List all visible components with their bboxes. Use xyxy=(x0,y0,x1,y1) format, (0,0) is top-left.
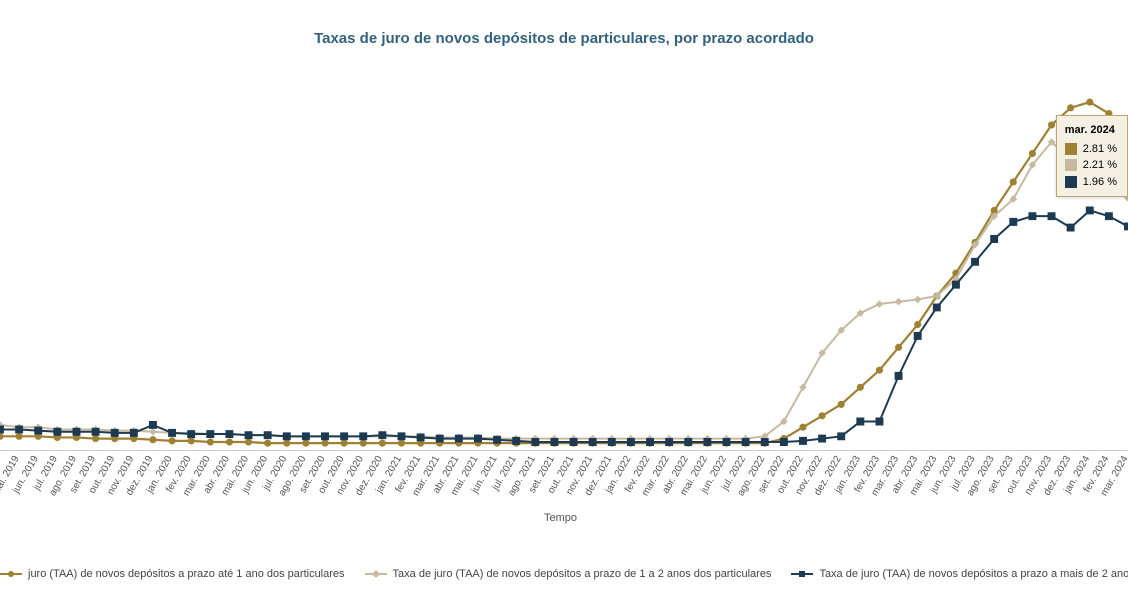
legend-item[interactable]: juro (TAA) de novos depósitos a prazo at… xyxy=(0,568,345,580)
legend-swatch xyxy=(0,568,22,580)
legend-swatch xyxy=(365,568,387,580)
legend-item[interactable]: Taxa de juro (TAA) de novos depósitos a … xyxy=(365,568,772,580)
tooltip-swatch xyxy=(1065,176,1077,188)
tooltip-value: 1.96 % xyxy=(1083,174,1117,191)
tooltip-value: 2.21 % xyxy=(1083,157,1117,174)
tooltip-row: 2.21 % xyxy=(1065,157,1117,174)
legend-label: Taxa de juro (TAA) de novos depósitos a … xyxy=(819,568,1128,580)
tooltip-row: 2.81 % xyxy=(1065,141,1117,158)
legend-label: juro (TAA) de novos depósitos a prazo at… xyxy=(28,568,345,580)
legend: juro (TAA) de novos depósitos a prazo at… xyxy=(0,568,1128,583)
tooltip-value: 2.81 % xyxy=(1083,141,1117,158)
tooltip-header: mar. 2024 xyxy=(1065,122,1117,139)
legend-label: Taxa de juro (TAA) de novos depósitos a … xyxy=(393,568,772,580)
legend-swatch xyxy=(791,568,813,580)
chart-title: Taxas de juro de novos depósitos de part… xyxy=(0,30,1128,47)
tooltip: mar. 2024 2.81 %2.21 %1.96 % xyxy=(1056,115,1128,197)
line-chart: 2019mai. 2019jun. 2019jul. 2019ago. 2019… xyxy=(0,85,1128,520)
tooltip-row: 1.96 % xyxy=(1065,174,1117,191)
tooltip-swatch xyxy=(1065,143,1077,155)
tooltip-swatch xyxy=(1065,159,1077,171)
legend-item[interactable]: Taxa de juro (TAA) de novos depósitos a … xyxy=(791,568,1128,580)
x-axis-label: Tempo xyxy=(544,512,577,524)
